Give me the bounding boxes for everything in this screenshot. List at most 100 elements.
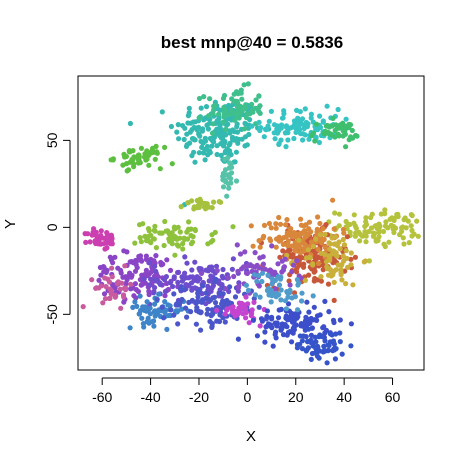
data-point [349,127,355,134]
data-point [392,225,399,231]
data-point [256,238,262,244]
data-point [347,221,353,228]
data-point [265,272,271,278]
data-point [272,136,278,142]
data-point [269,243,275,249]
data-point [243,282,249,288]
data-point [280,248,286,254]
data-point [171,291,177,297]
data-point [281,264,287,270]
data-point [185,113,191,119]
data-point [289,124,295,130]
data-point [373,223,380,229]
data-point [276,214,282,221]
data-point [298,321,304,327]
data-point [229,266,235,272]
data-point [243,270,250,276]
data-point [153,268,159,274]
data-point [212,229,218,235]
data-point [282,322,288,328]
data-point [346,121,352,127]
data-point [100,300,106,306]
data-point [376,229,382,235]
data-point [304,299,310,305]
data-point [414,218,420,224]
data-point [291,324,297,330]
data-point [187,140,193,146]
data-point [324,360,330,366]
data-point [152,301,158,307]
data-point [308,115,314,121]
data-point [256,93,262,99]
data-point [132,281,138,287]
data-point [321,343,327,349]
data-point [400,224,406,230]
data-point [343,144,349,150]
data-point [246,131,252,138]
data-point [279,269,285,275]
data-point [235,268,241,274]
data-point [241,302,247,308]
data-point [186,299,192,305]
data-point [176,136,182,142]
data-point [262,339,268,345]
data-point [110,156,116,162]
data-point [80,304,86,310]
data-point [120,274,126,280]
data-point [256,265,262,271]
data-point [176,299,182,305]
data-point [124,274,130,280]
data-point [293,248,299,254]
data-point [408,212,414,218]
data-point [306,326,312,332]
data-point [389,215,395,221]
x-tick-label: 40 [336,389,352,405]
data-point [343,116,349,122]
data-point [142,233,148,239]
data-point [328,267,334,273]
data-point [220,291,226,297]
data-point [250,317,256,323]
data-point [333,331,339,337]
data-point [382,211,388,217]
data-point [308,315,314,322]
data-point [156,291,162,297]
data-point [128,286,134,292]
data-point [296,118,302,124]
data-point [331,346,337,352]
data-point [157,230,163,236]
data-point [188,280,195,286]
data-point [266,118,272,124]
data-point [186,219,192,225]
data-point [380,228,387,235]
data-point [289,339,295,345]
data-point [175,122,181,128]
data-point [89,232,95,238]
data-point [103,284,109,290]
data-point [148,240,154,246]
data-point [261,134,267,140]
data-point [239,96,245,102]
data-point [280,241,286,247]
data-point [257,323,263,329]
data-point [346,137,352,143]
data-point [133,295,139,301]
data-point [196,150,202,156]
data-point [210,268,216,274]
data-point [353,230,359,236]
data-point [271,122,278,128]
data-point [103,240,109,246]
data-point [168,307,174,313]
data-point [406,240,412,246]
data-point [179,274,185,280]
data-point [180,241,186,247]
data-point [101,264,107,271]
data-point [327,246,333,252]
data-point [162,144,168,150]
data-point [322,330,328,336]
data-point [175,269,182,275]
data-point [272,286,278,292]
data-point [195,278,201,284]
data-point [294,258,300,264]
data-point [136,154,142,160]
